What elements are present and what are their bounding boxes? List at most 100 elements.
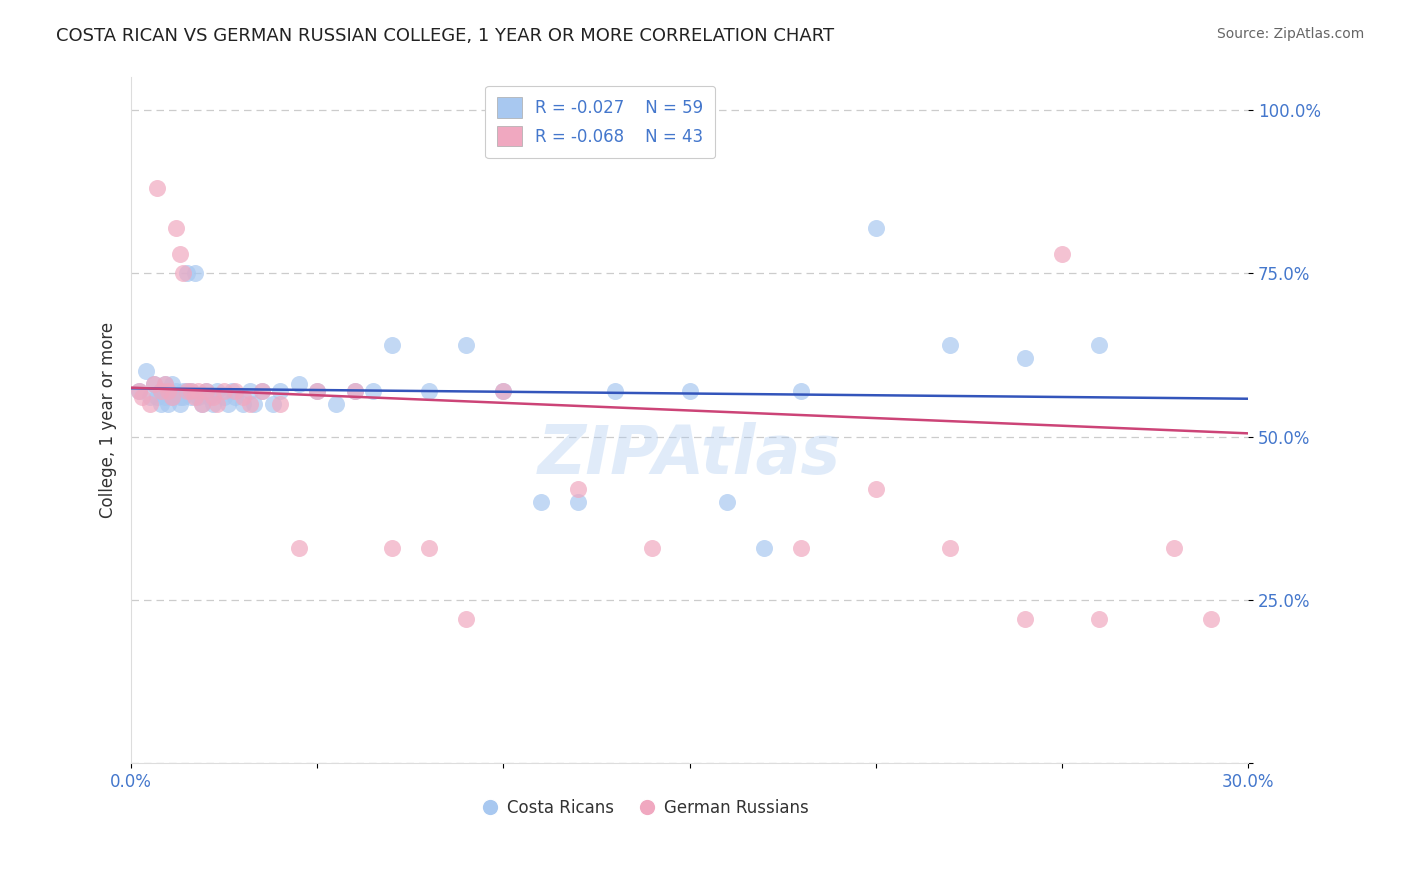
Point (250, 384, 273, 398)
Point (307, 384, 329, 398)
Point (269, 384, 291, 398)
Point (169, 397, 191, 411)
Point (153, 377, 176, 392)
Point (381, 338, 404, 352)
Point (153, 391, 176, 405)
Point (202, 397, 225, 411)
Point (176, 384, 198, 398)
Point (183, 266, 205, 280)
Point (492, 384, 515, 398)
Point (142, 377, 165, 392)
Point (1014, 351, 1036, 366)
Point (752, 541, 775, 555)
Point (153, 377, 176, 392)
Point (641, 541, 664, 555)
Point (243, 397, 266, 411)
Point (194, 384, 217, 398)
Point (287, 541, 309, 555)
Point (214, 384, 236, 398)
Point (262, 397, 284, 411)
Point (221, 384, 243, 398)
Point (939, 541, 962, 555)
Point (217, 397, 239, 411)
Point (790, 541, 813, 555)
Point (169, 391, 191, 405)
Point (343, 384, 366, 398)
Point (1014, 612, 1036, 626)
Point (198, 391, 221, 405)
Point (169, 246, 191, 260)
Point (418, 384, 440, 398)
Point (172, 384, 194, 398)
Point (456, 338, 478, 352)
Point (160, 391, 183, 405)
Point (678, 384, 700, 398)
Point (492, 384, 515, 398)
Point (865, 482, 887, 496)
Point (128, 384, 150, 398)
Point (567, 495, 589, 509)
Y-axis label: College, 1 year or more: College, 1 year or more (100, 322, 117, 518)
Point (939, 338, 962, 352)
Point (224, 384, 246, 398)
Point (269, 397, 291, 411)
Point (157, 397, 180, 411)
Point (150, 384, 173, 398)
Point (128, 384, 150, 398)
Point (172, 266, 194, 280)
Point (187, 384, 209, 398)
Point (150, 397, 173, 411)
Point (139, 397, 162, 411)
Point (1199, 612, 1222, 626)
Point (1050, 246, 1073, 260)
Point (250, 384, 273, 398)
Text: Source: ZipAtlas.com: Source: ZipAtlas.com (1216, 27, 1364, 41)
Point (205, 384, 228, 398)
Point (287, 377, 309, 392)
Point (194, 384, 217, 398)
Point (180, 391, 202, 405)
Point (165, 220, 187, 235)
Point (214, 391, 236, 405)
Point (205, 397, 228, 411)
Point (142, 377, 165, 392)
Point (160, 377, 183, 392)
Point (865, 220, 887, 235)
Point (180, 384, 202, 398)
Point (605, 384, 627, 398)
Point (146, 391, 169, 405)
Point (307, 384, 329, 398)
Point (172, 391, 194, 405)
Point (180, 384, 202, 398)
Point (176, 384, 198, 398)
Point (1088, 612, 1111, 626)
Point (1163, 541, 1185, 555)
Point (191, 397, 214, 411)
Point (232, 397, 254, 411)
Point (165, 384, 187, 398)
Point (343, 384, 366, 398)
Point (157, 384, 180, 398)
Point (224, 391, 246, 405)
Point (232, 391, 254, 405)
Point (325, 397, 347, 411)
Point (418, 541, 440, 555)
Point (239, 397, 262, 411)
Point (191, 397, 214, 411)
Point (456, 612, 478, 626)
Text: ZIPAtlas: ZIPAtlas (538, 422, 841, 488)
Point (361, 384, 384, 398)
Point (381, 541, 404, 555)
Point (160, 391, 183, 405)
Point (176, 266, 198, 280)
Point (157, 384, 180, 398)
Point (1088, 338, 1111, 352)
Point (202, 391, 225, 405)
Point (790, 384, 813, 398)
Point (716, 495, 738, 509)
Point (187, 391, 209, 405)
Point (135, 364, 157, 378)
Point (146, 181, 169, 195)
Point (239, 384, 262, 398)
Point (139, 391, 162, 405)
